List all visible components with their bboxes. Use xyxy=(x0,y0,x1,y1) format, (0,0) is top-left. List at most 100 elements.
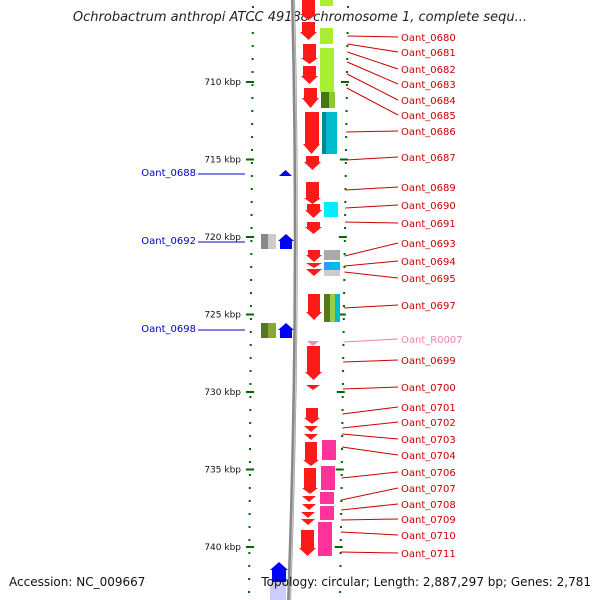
track-dot xyxy=(346,19,349,21)
scale-tick-mark-right xyxy=(340,81,349,83)
gene-arrow-0693-tip xyxy=(306,255,322,262)
box-0685 xyxy=(329,92,335,108)
track-dot xyxy=(339,539,342,541)
gene-arrow-0691 xyxy=(307,222,320,227)
gene-label-oant_0699[interactable]: Oant_0699 xyxy=(401,356,456,367)
forward-gene-arrows xyxy=(299,0,322,556)
scale-tick-label: 710 kbp xyxy=(204,78,241,88)
track-dot xyxy=(250,292,253,294)
gene-label-oant_0707[interactable]: Oant_0707 xyxy=(401,484,456,495)
gene-arrow-0688 xyxy=(279,170,292,176)
gene-arrow-0694-tip xyxy=(306,263,322,268)
track-dot xyxy=(346,6,349,8)
label-connector xyxy=(341,518,399,521)
scale-tick-mark-right xyxy=(337,313,346,316)
label-connector xyxy=(342,406,399,415)
gene-arrow-0683 xyxy=(303,66,316,76)
gene-label-oant_0694[interactable]: Oant_0694 xyxy=(401,257,456,268)
gene-label-oant_0683[interactable]: Oant_0683 xyxy=(401,80,456,91)
gene-arrow-0695-tip xyxy=(306,269,322,276)
gene-label-oant_0706[interactable]: Oant_0706 xyxy=(401,468,456,479)
track-dot xyxy=(249,422,252,424)
gene-label-oant_0711[interactable]: Oant_0711 xyxy=(401,549,456,560)
track-dot xyxy=(346,58,349,60)
track-dot xyxy=(339,578,342,580)
gene-label-oant_0698[interactable]: Oant_0698 xyxy=(141,324,196,335)
gene-arrow-0699 xyxy=(307,346,320,372)
track-dot xyxy=(343,292,346,294)
track-dot xyxy=(341,448,344,450)
track-dot xyxy=(249,448,252,450)
gene-label-oant_0688[interactable]: Oant_0688 xyxy=(141,168,196,179)
gene-label-oant_0692[interactable]: Oant_0692 xyxy=(141,236,196,247)
track-dot xyxy=(344,162,347,164)
track-dot xyxy=(250,266,253,268)
track-dot xyxy=(346,32,349,34)
box-0686-stripe xyxy=(322,112,326,154)
track-dot xyxy=(249,318,252,320)
track-dot xyxy=(343,227,346,229)
gene-label-oant_0685[interactable]: Oant_0685 xyxy=(401,111,456,122)
track-dot xyxy=(250,214,253,216)
track-dot xyxy=(341,422,344,424)
gene-arrow-0700-tip xyxy=(306,385,320,390)
gene-label-oant_0684[interactable]: Oant_0684 xyxy=(401,96,456,107)
left-gene-labels[interactable]: Oant_0688 Oant_0692 Oant_0698 xyxy=(141,168,196,335)
gene-label-oant_0691[interactable]: Oant_0691 xyxy=(401,219,456,230)
right-gene-labels[interactable]: Oant_0680 Oant_0681 Oant_0682 Oant_0683 Oant… xyxy=(401,33,463,560)
gene-label-oant_0680[interactable]: Oant_0680 xyxy=(401,33,456,44)
track-dot xyxy=(249,305,252,307)
scale-tick-mark-right xyxy=(338,236,347,238)
gene-label-oant_r0007[interactable]: Oant_R0007 xyxy=(401,335,463,346)
track-dot xyxy=(251,45,254,47)
label-connector xyxy=(341,446,399,456)
label-connector xyxy=(342,421,399,429)
track-dot xyxy=(250,162,253,164)
gene-label-oant_0682[interactable]: Oant_0682 xyxy=(401,65,456,76)
gene-arrow-0681 xyxy=(302,22,315,32)
gene-arrow-0687-tip xyxy=(304,162,321,170)
track-dot xyxy=(249,344,252,346)
track-dot xyxy=(251,19,254,21)
gene-label-oant_0689[interactable]: Oant_0689 xyxy=(401,183,456,194)
gene-label-oant_0686[interactable]: Oant_0686 xyxy=(401,127,456,138)
gene-label-oant_0693[interactable]: Oant_0693 xyxy=(401,239,456,250)
gene-arrow-0710 xyxy=(301,530,314,548)
label-connector xyxy=(342,433,399,440)
gene-arrow-bottom-tip xyxy=(270,562,288,570)
gene-arrow-0684-tip xyxy=(302,98,319,108)
scale-tick-mark-right xyxy=(335,468,344,471)
gene-label-oant_0701[interactable]: Oant_0701 xyxy=(401,403,456,414)
gene-label-oant_0710[interactable]: Oant_0710 xyxy=(401,531,456,542)
gene-label-oant_0703[interactable]: Oant_0703 xyxy=(401,435,456,446)
label-connector xyxy=(343,304,399,309)
gene-label-oant_0704[interactable]: Oant_0704 xyxy=(401,451,456,462)
track-dot xyxy=(340,461,343,463)
gene-label-oant_0697[interactable]: Oant_0697 xyxy=(401,301,456,312)
gene-label-oant_0708[interactable]: Oant_0708 xyxy=(401,500,456,511)
track-dot xyxy=(346,45,349,47)
track-dot xyxy=(249,370,252,372)
gene-label-oant_0695[interactable]: Oant_0695 xyxy=(401,274,456,285)
gene-label-oant_0700[interactable]: Oant_0700 xyxy=(401,383,456,394)
gene-label-oant_0690[interactable]: Oant_0690 xyxy=(401,201,456,212)
track-dot xyxy=(248,526,251,528)
track-dot xyxy=(251,6,254,8)
left-label-connectors xyxy=(198,173,245,331)
gene-arrow-0704 xyxy=(305,442,317,460)
track-dot xyxy=(345,84,348,86)
track-dot xyxy=(251,110,254,112)
label-connector xyxy=(345,221,399,224)
track-dot xyxy=(343,266,346,268)
accession-text: Accession: NC_009667 xyxy=(9,575,146,589)
track-dot xyxy=(344,175,347,177)
track-dot xyxy=(345,136,348,138)
gene-label-oant_0687[interactable]: Oant_0687 xyxy=(401,153,456,164)
gene-label-oant_0681[interactable]: Oant_0681 xyxy=(401,48,456,59)
gene-label-oant_0709[interactable]: Oant_0709 xyxy=(401,515,456,526)
scale-tick-label: 720 kbp xyxy=(204,233,241,243)
gene-label-oant_0702[interactable]: Oant_0702 xyxy=(401,418,456,429)
scale-tick-mark-right xyxy=(334,546,343,548)
gene-arrow-0692 xyxy=(280,241,292,249)
